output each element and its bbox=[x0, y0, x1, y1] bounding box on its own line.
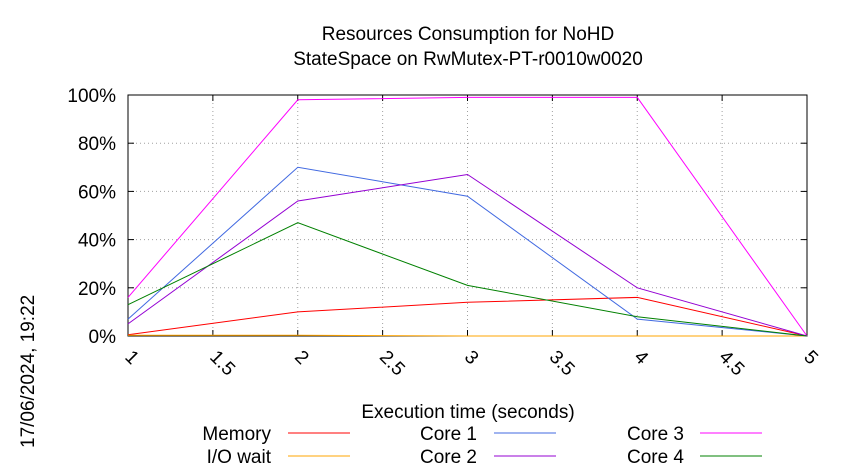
x-tick-label: 1 bbox=[120, 347, 142, 369]
y-tick-label: 60% bbox=[78, 182, 116, 203]
x-tick-label: 5 bbox=[799, 347, 821, 369]
timestamp-label: 17/06/2024, 19:22 bbox=[18, 295, 39, 448]
legend-entry: Core 1 bbox=[420, 424, 556, 445]
series-line-i-o-wait bbox=[128, 334, 807, 337]
legend-entry: Core 2 bbox=[420, 447, 556, 468]
y-tick-label: 40% bbox=[78, 231, 116, 252]
x-tick-label: 2 bbox=[290, 347, 312, 369]
y-tick-label: 80% bbox=[78, 134, 116, 155]
legend-label: I/O wait bbox=[207, 447, 272, 468]
series-line-core-4 bbox=[127, 222, 808, 337]
tick-labels: 0% 20% 40% 60% 80% 100% 1 1.5 2 2.5 3 3.5 4 4.5 5 bbox=[67, 86, 821, 380]
legend-label: Core 2 bbox=[420, 447, 477, 468]
x-tick-label: 3 bbox=[460, 347, 482, 369]
chart-title-line-2: StateSpace on RwMutex-PT-r0010w0020 bbox=[293, 49, 643, 70]
legend-label: Core 3 bbox=[627, 424, 684, 445]
x-tick-label: 2.5 bbox=[375, 347, 409, 381]
legend-entry: I/O wait bbox=[207, 447, 350, 468]
series-line-core-2 bbox=[127, 173, 808, 337]
series-lines bbox=[127, 96, 808, 337]
x-tick-label: 4.5 bbox=[715, 347, 749, 381]
chart-title-line-1: Resources Consumption for NoHD bbox=[322, 24, 615, 45]
legend-entry: Memory bbox=[202, 424, 350, 445]
y-tick-label: 100% bbox=[67, 86, 116, 107]
legend-label: Core 1 bbox=[420, 424, 477, 445]
series-line-memory bbox=[127, 296, 808, 337]
series-line-core-1 bbox=[127, 166, 808, 337]
legend-label: Memory bbox=[202, 424, 271, 445]
x-axis-label: Execution time (seconds) bbox=[361, 402, 574, 423]
series-line-core-3 bbox=[127, 96, 808, 337]
y-tick-label: 0% bbox=[89, 327, 117, 348]
grid bbox=[128, 95, 807, 336]
x-tick-label: 4 bbox=[630, 347, 653, 370]
legend-entry: Core 3 bbox=[627, 424, 762, 445]
legend-label: Core 4 bbox=[627, 447, 684, 468]
legend-entry: Core 4 bbox=[627, 447, 762, 468]
x-tick-label: 1.5 bbox=[205, 347, 239, 381]
y-tick-label: 20% bbox=[78, 279, 116, 300]
x-tick-label: 3.5 bbox=[545, 347, 579, 381]
